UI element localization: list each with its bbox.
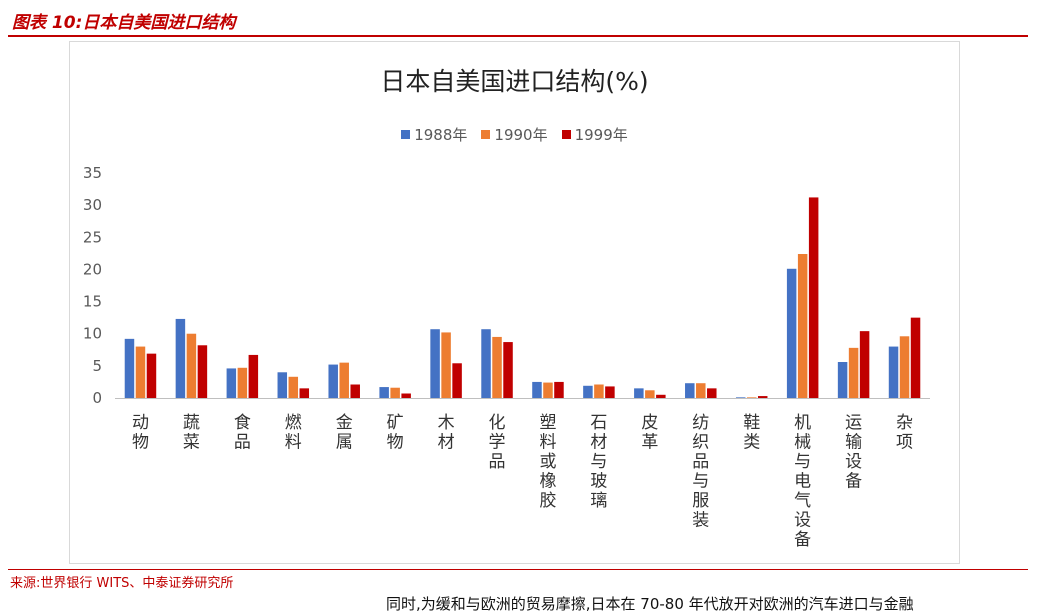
- bar-1988年-运输设备: [837, 362, 848, 398]
- source-note: 来源:世界银行 WITS、中泰证券研究所: [10, 576, 234, 591]
- x-tick-label: 杂项: [896, 413, 913, 453]
- bar-1999年-动物: [146, 353, 157, 398]
- bar-1999年-化学品: [503, 342, 513, 398]
- bar-1988年-杂项: [888, 346, 899, 398]
- chart-title: 日本自美国进口结构(%): [380, 67, 649, 96]
- legend-label-1990: 1990年: [494, 126, 548, 144]
- bar-1990年-食品: [237, 367, 248, 398]
- x-tick-label: 鞋类: [743, 413, 760, 453]
- bar-1999年-矿物: [401, 393, 411, 398]
- bar-1999年-皮革: [656, 394, 666, 398]
- legend-label-1999: 1999年: [574, 126, 628, 144]
- y-tick-label: 35: [83, 164, 102, 182]
- bar-1999年-金属: [350, 384, 360, 398]
- bar-1988年-石材与玻璃: [583, 385, 593, 398]
- bar-1999年-食品: [248, 354, 259, 398]
- bar-1988年-塑料或橡胶: [532, 381, 542, 398]
- bar-1990年-蔬菜: [186, 333, 197, 398]
- bar-1999年-木材: [452, 363, 462, 398]
- bar-1990年-纺织品与服装: [696, 383, 706, 398]
- bar-1999年-纺织品与服装: [707, 388, 717, 398]
- header-rule: [8, 35, 1028, 37]
- x-tick-label: 金属: [336, 413, 353, 453]
- body-text-fragment: 同时,为缓和与欧洲的贸易摩擦,日本在 70-80 年代放开对欧洲的汽车进口与金融: [386, 595, 914, 613]
- y-tick-label: 25: [83, 228, 102, 246]
- bar-1999年-鞋类: [757, 396, 768, 398]
- legend-swatch-1990: [481, 130, 491, 139]
- bar-1988年-燃料: [277, 372, 288, 398]
- x-tick-label: 蔬菜: [183, 413, 200, 453]
- footer-rule: [8, 569, 1028, 570]
- bar-1988年-鞋类: [735, 397, 746, 398]
- y-tick-label: 0: [92, 389, 102, 407]
- x-tick-label: 塑料或橡胶: [539, 413, 556, 511]
- y-tick-label: 10: [83, 325, 102, 343]
- bar-1990年-金属: [339, 362, 349, 398]
- x-tick-label: 石材与玻璃: [590, 413, 607, 511]
- y-tick-label: 15: [83, 293, 102, 311]
- bar-1990年-石材与玻璃: [594, 384, 604, 398]
- legend-item-1990: 1990年: [481, 124, 548, 145]
- legend-label-1988: 1988年: [414, 126, 468, 144]
- bar-1999年-机械与电气设备: [808, 197, 819, 398]
- bar-1999年-蔬菜: [197, 345, 208, 398]
- bar-1988年-蔬菜: [175, 318, 186, 398]
- bar-1988年-皮革: [634, 388, 644, 398]
- bar-1988年-木材: [430, 329, 440, 398]
- bar-1988年-化学品: [481, 329, 491, 398]
- bar-1990年-化学品: [492, 336, 502, 398]
- bar-1988年-动物: [124, 338, 135, 398]
- x-tick-label: 机械与电气设备: [794, 413, 811, 550]
- bar-1990年-鞋类: [746, 397, 757, 398]
- legend-item-1999: 1999年: [561, 124, 628, 145]
- bar-1988年-食品: [226, 368, 237, 398]
- bar-1990年-杂项: [899, 336, 910, 398]
- x-tick-label: 动物: [132, 413, 149, 453]
- bar-1999年-石材与玻璃: [605, 386, 615, 398]
- bar-1988年-机械与电气设备: [786, 268, 797, 398]
- bar-1990年-塑料或橡胶: [543, 382, 553, 398]
- legend-item-1988: 1988年: [401, 124, 467, 145]
- figure-label: 图表 10:日本自美国进口结构: [12, 13, 236, 33]
- legend-swatch-1999: [561, 130, 571, 139]
- bar-1988年-金属: [328, 364, 338, 398]
- x-tick-label: 纺织品与服装: [692, 413, 709, 531]
- bar-1988年-矿物: [379, 387, 389, 398]
- chart-legend: 1988年 1990年 1999年: [69, 124, 960, 145]
- x-tick-label: 燃料: [285, 413, 302, 453]
- x-tick-label: 皮革: [641, 413, 658, 453]
- bar-1999年-燃料: [299, 388, 310, 398]
- y-tick-label: 30: [83, 196, 102, 214]
- figure-header: 图表 10:日本自美国进口结构: [8, 4, 1028, 34]
- bar-1990年-木材: [441, 332, 451, 398]
- y-tick-label: 20: [83, 260, 102, 278]
- x-tick-label: 运输设备: [845, 413, 862, 492]
- bar-1990年-矿物: [390, 387, 400, 398]
- x-tick-label: 化学品: [489, 413, 506, 472]
- bar-1990年-动物: [135, 346, 146, 398]
- bar-1999年-杂项: [910, 317, 921, 398]
- bar-1990年-运输设备: [848, 347, 859, 398]
- y-tick-label: 5: [92, 357, 102, 375]
- bar-1988年-纺织品与服装: [685, 383, 695, 398]
- x-tick-label: 矿物: [387, 413, 404, 453]
- bar-1990年-机械与电气设备: [797, 254, 808, 398]
- legend-swatch-1988: [401, 130, 411, 139]
- bar-1999年-塑料或橡胶: [554, 381, 564, 398]
- bar-1990年-皮革: [645, 390, 655, 398]
- x-tick-label: 食品: [234, 413, 251, 453]
- bar-1990年-燃料: [288, 376, 299, 398]
- x-tick-label: 木材: [438, 413, 455, 453]
- bar-1999年-运输设备: [859, 331, 870, 398]
